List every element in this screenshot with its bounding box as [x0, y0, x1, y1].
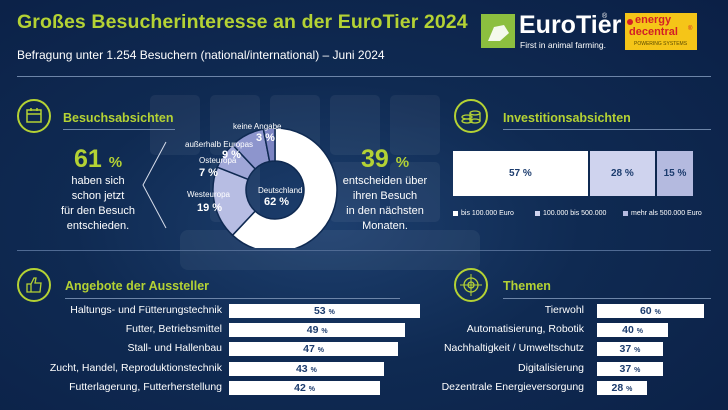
- besuch-left-line: haben sich: [71, 175, 125, 187]
- legend-item: bis 100.000 Euro: [453, 210, 514, 217]
- calendar-icon: [17, 99, 51, 133]
- besuch-right-line: in den nächsten: [346, 205, 424, 217]
- besuch-left-line: für den Besuch: [61, 205, 135, 217]
- legend-swatch: [453, 210, 458, 216]
- slice-value: 7 %: [199, 167, 218, 179]
- eurotier-tagline: First in animal farming.: [520, 40, 606, 50]
- donut-chart: [212, 127, 338, 248]
- besuch-right-unit: %: [395, 154, 410, 171]
- invest-legend: bis 100.000 Euro 100.000 bis 500.000 mehr …: [453, 210, 703, 220]
- eurotier-name: EuroTier: [519, 11, 622, 39]
- besuch-left-percent: 61 %: [50, 145, 146, 174]
- besuch-right-percent: 39 %: [340, 145, 430, 174]
- middle-divider: [17, 250, 711, 251]
- angebote-title: Angebote der Aussteller: [65, 279, 210, 293]
- legend-label: bis 100.000 Euro: [461, 210, 514, 217]
- thumbs-up-icon: [17, 268, 51, 302]
- invest-stacked-bar: 57 % 28 % 15 %: [453, 151, 693, 196]
- themen-title: Themen: [503, 279, 551, 293]
- invest-segment-value: 15 %: [663, 168, 687, 179]
- invest-segment-value: 28 %: [610, 168, 634, 179]
- besuch-left-line: schon jetzt: [71, 190, 125, 202]
- legend-item: 100.000 bis 500.000: [535, 210, 606, 217]
- besuch-underline: [63, 129, 175, 130]
- legend-swatch: [623, 210, 628, 216]
- besuch-left-unit: %: [108, 154, 123, 171]
- eurotier-reg: ®: [602, 13, 608, 20]
- energy-tagline: POWERING SYSTEMS: [634, 41, 688, 47]
- energy-line2: decentral: [629, 26, 678, 38]
- besuch-right-line: entscheiden über: [342, 175, 428, 187]
- invest-title: Investitionsabsichten: [503, 111, 631, 125]
- page-title: Großes Besucherinteresse an der EuroTier…: [17, 11, 468, 33]
- besuch-right-value: 39: [360, 145, 389, 173]
- target-icon: [454, 268, 488, 302]
- besuch-right-line: Monaten.: [362, 220, 408, 232]
- header-divider: [17, 76, 711, 77]
- themen-underline: [503, 298, 711, 299]
- besuch-right-line: ihren Besuch: [352, 190, 418, 202]
- cow-icon: [488, 25, 509, 41]
- donut-slice: [262, 127, 276, 163]
- eurotier-logo: EuroTier ® First in animal farming.: [481, 11, 621, 51]
- besuch-right-text: entscheiden über ihren Besuch in den näc…: [330, 174, 440, 234]
- slice-label: außerhalb Europas: [185, 140, 254, 149]
- energy-reg: ®: [688, 26, 693, 32]
- besuch-title: Besuchsabsichten: [63, 111, 174, 125]
- legend-label: 100.000 bis 500.000: [543, 210, 607, 217]
- slice-label: Deutschland: [258, 186, 303, 195]
- invest-underline: [503, 129, 711, 130]
- angebote-underline: [65, 298, 400, 299]
- invest-segment: 28 %: [589, 151, 655, 196]
- slice-value: 62 %: [264, 196, 290, 208]
- invest-segment: 57 %: [453, 151, 588, 196]
- slice-value: 9 %: [222, 149, 241, 161]
- slice-label: Westeuropa: [187, 190, 230, 199]
- legend-swatch: [535, 210, 540, 216]
- energy-decentral-logo: energy decentral ® POWERING SYSTEMS: [625, 13, 697, 50]
- slice-label: Osteuropa: [199, 156, 237, 165]
- donut-slice: [231, 127, 338, 248]
- legend-item: mehr als 500.000 Euro: [623, 210, 702, 217]
- slice-value: 19 %: [197, 202, 223, 214]
- invest-segment: 15 %: [657, 151, 693, 196]
- coins-icon: [454, 99, 488, 133]
- page-subtitle: Befragung unter 1.254 Besuchern (nationa…: [17, 48, 385, 62]
- energy-line1: energy: [635, 14, 672, 26]
- besuch-left-line: entschieden.: [66, 220, 130, 232]
- energy-mark-icon: [627, 19, 633, 25]
- invest-segment-value: 57 %: [509, 168, 532, 179]
- legend-label: mehr als 500.000 Euro: [631, 210, 702, 217]
- besuch-left-text: haben sich schon jetzt für den Besuch en…: [38, 174, 158, 234]
- slice-label: keine Angabe: [233, 122, 282, 131]
- slice-value: 3 %: [256, 132, 275, 144]
- chevron-left-icon: [142, 141, 167, 229]
- besuch-left-value: 61: [73, 145, 102, 173]
